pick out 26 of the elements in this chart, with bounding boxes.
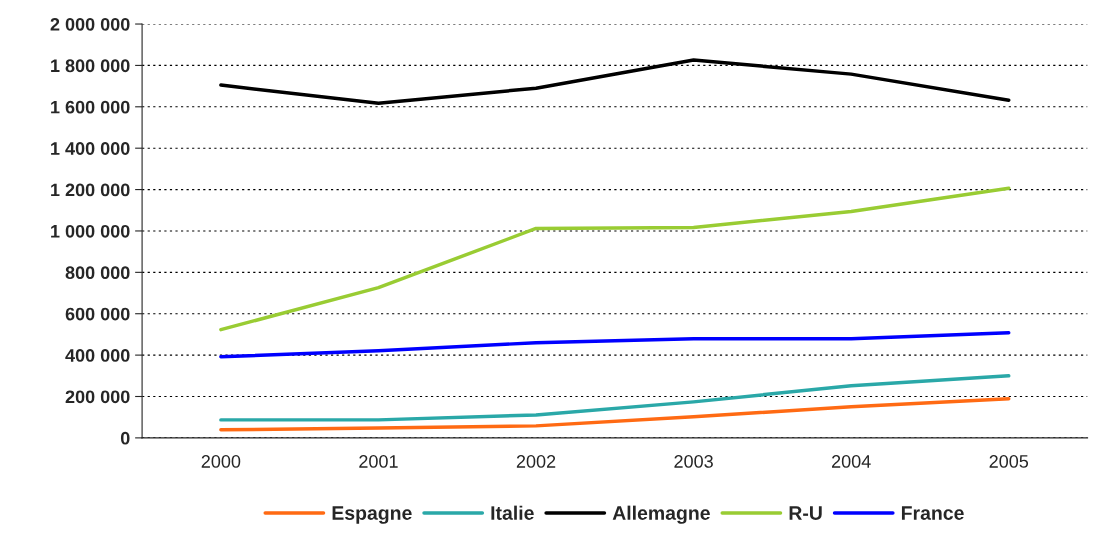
y-tick-label: 800 000 (65, 266, 130, 280)
y-tick-label: 0 (120, 431, 130, 445)
y-tick-label: 1 600 000 (51, 100, 130, 114)
y-tick-label: 400 000 (65, 349, 130, 362)
legend-label: Espagne (332, 506, 412, 524)
x-tick-label: 2002 (516, 455, 556, 468)
y-tick-label: 1 000 000 (51, 224, 130, 238)
x-tick-label: 2005 (989, 455, 1029, 468)
line-series (219, 186, 1011, 332)
y-tick-label: 600 000 (65, 307, 130, 321)
y-tick-label: 1 200 000 (51, 183, 130, 197)
x-tick-label: 2004 (832, 455, 871, 468)
line-series (219, 331, 1011, 359)
legend-label: Allemagne (612, 505, 710, 524)
y-tick-label: 1 800 000 (51, 59, 130, 73)
legend-label: Italie (491, 505, 534, 520)
line-series (219, 374, 1011, 422)
x-tick-label: 2003 (674, 455, 713, 468)
y-tick-label: 1 400 000 (51, 142, 130, 155)
x-tick-label: 2001 (359, 455, 398, 468)
y-tick-label: 200 000 (65, 390, 130, 404)
legend-label: France (901, 506, 964, 520)
line-series (219, 397, 1011, 432)
x-tick-label: 2000 (201, 455, 241, 468)
y-tick-label: 2 000 000 (50, 17, 130, 31)
legend-label: R-U (789, 506, 822, 520)
